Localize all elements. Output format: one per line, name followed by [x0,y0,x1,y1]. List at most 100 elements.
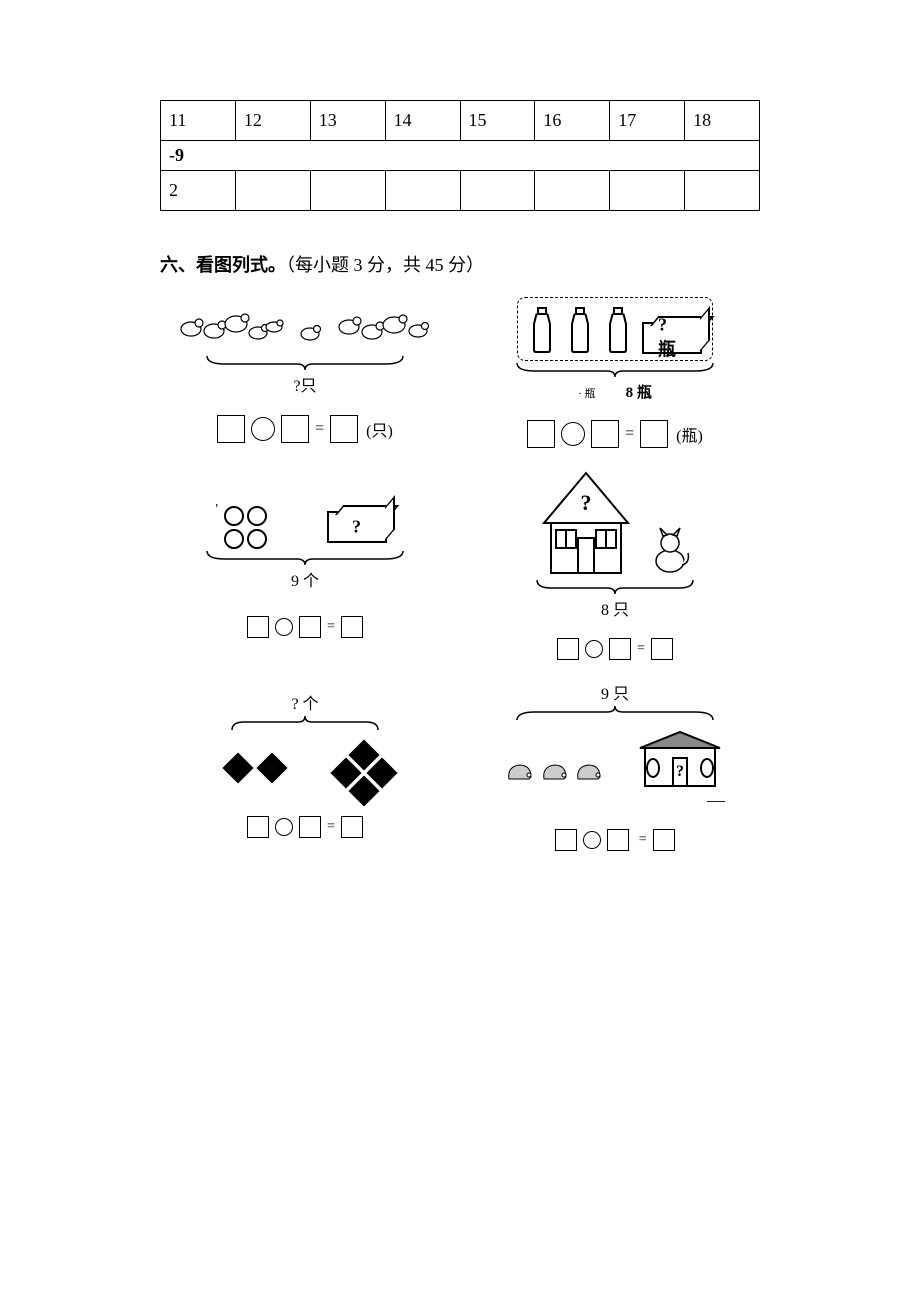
operand-box[interactable] [591,420,619,448]
question-mark: ? [676,763,684,780]
balls-illustration: ' ? 9 个 [205,498,405,598]
cell-empty [310,171,385,211]
equation: = [555,829,674,851]
unit-label: (瓶) [676,422,703,446]
brace-label: 9 只 [601,680,629,704]
hedgehog-illustration: 9 只 [505,680,725,811]
section-six-title-bold: 六、看图列式。 [160,255,286,275]
operator-circle[interactable] [561,422,585,446]
equals-sign: = [315,420,324,438]
cell: 11 [161,101,236,141]
cell-empty [535,171,610,211]
operand-box[interactable] [557,638,579,660]
brace-icon [205,549,405,565]
result-box[interactable] [341,816,363,838]
brace-icon [230,716,380,732]
cell: 13 [310,101,385,141]
brace-icon [515,706,715,722]
bottle-icon [604,304,632,354]
sheep-small [296,299,324,354]
hedgehog-icon [505,759,535,783]
equation: = [247,816,363,838]
question-mark: ? [352,517,361,538]
table-row-3: 2 [161,171,760,211]
cell: 17 [610,101,685,141]
house-cat-illustration: ? 8 只 [535,468,695,620]
bottle-icon [528,304,556,354]
equals-sign: = [637,641,645,657]
total-label: 8 瓶 [626,381,652,402]
house-icon: ? [635,728,725,788]
problem-5: ? 个 [160,690,450,851]
cat-icon [646,523,694,578]
operand-box[interactable] [247,616,269,638]
result-box[interactable] [640,420,668,448]
problem-6: 9 只 [470,680,760,851]
result-box[interactable] [341,616,363,638]
problem-3: ' ? 9 个 = [160,498,450,660]
brace-label: ?只 [293,372,316,396]
equation: = (瓶) [527,420,703,448]
operand-box[interactable] [299,816,321,838]
bottles-illustration: ? 瓶 · 瓶 8 瓶 [515,297,715,402]
problems-grid: ?只 = (只) ? 瓶 [160,297,760,851]
operand-box[interactable] [247,816,269,838]
brace-label: 9 个 [291,567,319,591]
hedgehog-icon [574,759,604,783]
operand-box[interactable] [609,638,631,660]
bottle-icon [566,304,594,354]
brace-label: ? 个 [291,690,318,714]
problem-1: ?只 = (只) [160,297,450,448]
sheep-group-2 [334,299,434,354]
cell-empty [385,171,460,211]
operator-circle[interactable] [275,818,293,836]
equation: = [557,638,673,660]
cell: 14 [385,101,460,141]
brace-icon [515,361,715,377]
diamonds-illustration: ? 个 [221,690,389,798]
operand-box[interactable] [217,415,245,443]
box-icon: ? [327,511,387,543]
unit-label: (只) [366,417,393,441]
result-box[interactable] [653,829,675,851]
cell-empty [460,171,535,211]
operator-circle[interactable] [251,417,275,441]
house-icon: ? [536,468,636,578]
minus-cell: -9 [161,141,760,171]
cell: 18 [685,101,760,141]
operand-box[interactable] [555,829,577,851]
sheep-group-1 [176,299,286,354]
operand-box[interactable] [299,616,321,638]
operand-box[interactable] [607,829,629,851]
operator-circle[interactable] [585,640,603,658]
result-box[interactable] [330,415,358,443]
brace-label: 8 只 [601,596,629,620]
equation: = [247,616,363,638]
question-mark: ? [581,490,592,515]
operator-circle[interactable] [583,831,601,849]
result-box[interactable] [651,638,673,660]
cell-empty [235,171,310,211]
section-six-title-rest: （每小题 3 分，共 45 分） [286,255,484,275]
diamond-icon [256,752,287,783]
brace-icon [535,578,695,594]
cell-empty [610,171,685,211]
operator-circle[interactable] [275,618,293,636]
ball-icon [247,506,267,526]
operand-box[interactable] [527,420,555,448]
brace-icon [205,354,405,370]
equals-sign: = [635,832,646,848]
equation: = (只) [217,415,393,443]
equals-sign: = [625,425,634,443]
table-row-1: 11 12 13 14 15 16 17 18 [161,101,760,141]
operand-box[interactable] [281,415,309,443]
underline: — [505,790,725,811]
cell: 12 [235,101,310,141]
cell: 15 [460,101,535,141]
equals-sign: = [327,819,335,835]
ball-icon [247,529,267,549]
cell: 16 [535,101,610,141]
crate-box: ? 瓶 [642,322,702,354]
problem-4: ? 8 只 [470,468,760,660]
ball-icon [224,506,244,526]
